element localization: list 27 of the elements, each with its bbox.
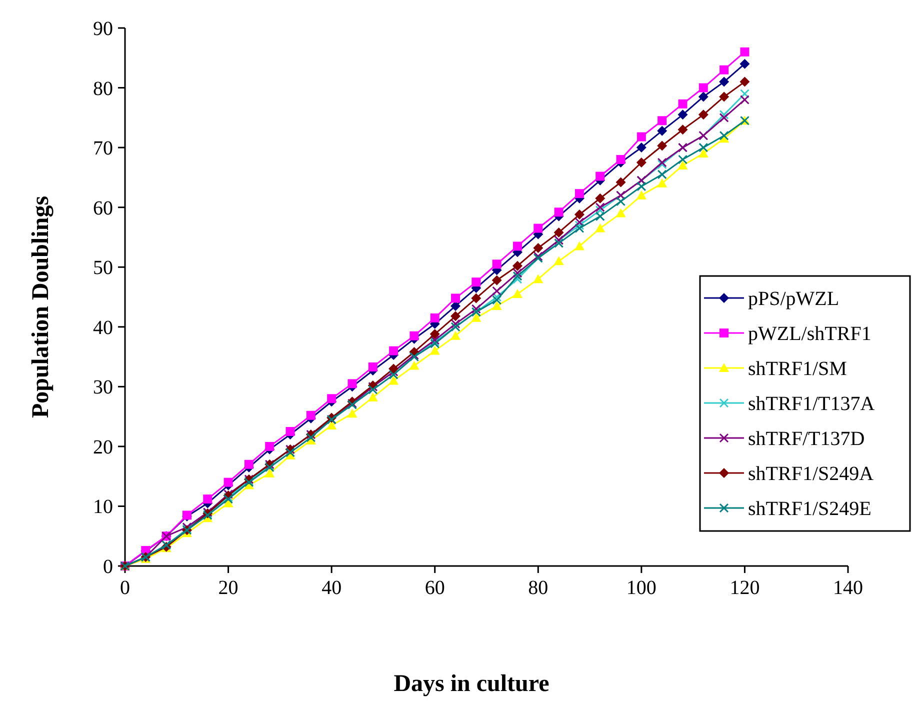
x-axis-title: Days in culture: [394, 671, 550, 697]
x-tick-label: 40: [322, 577, 342, 599]
legend-label: pPS/pWZL: [748, 288, 840, 310]
x-tick-label: 100: [626, 577, 656, 599]
y-tick-label: 20: [93, 436, 113, 458]
y-tick-label: 30: [93, 376, 113, 399]
x-tick-label: 80: [528, 577, 548, 599]
x-tick-label: 60: [424, 577, 445, 599]
y-tick-label: 70: [93, 138, 113, 160]
y-tick-label: 40: [93, 316, 113, 339]
x-tick-label: 0: [120, 577, 130, 599]
y-tick-label: 60: [93, 197, 113, 220]
y-tick-label: 50: [93, 257, 113, 280]
x-tick-label: 20: [218, 577, 238, 599]
legend-label: shTRF1/T137A: [748, 393, 876, 415]
y-tick-label: 0: [103, 556, 113, 578]
y-tick-label: 80: [93, 78, 113, 100]
legend-label: shTRF/T137D: [748, 428, 865, 450]
y-tick-label: 10: [93, 496, 113, 518]
legend-label: shTRF1/SM: [748, 358, 848, 380]
y-tick-label: 90: [93, 18, 113, 40]
x-tick-label: 120: [730, 577, 760, 599]
legend-label: shTRF1/S249A: [748, 463, 874, 485]
y-axis-title: Population Doublings: [28, 196, 54, 418]
legend-label: pWZL/shTRF1: [748, 323, 872, 345]
x-tick-label: 140: [833, 577, 863, 599]
legend-label: shTRF1/S249E: [748, 498, 872, 520]
